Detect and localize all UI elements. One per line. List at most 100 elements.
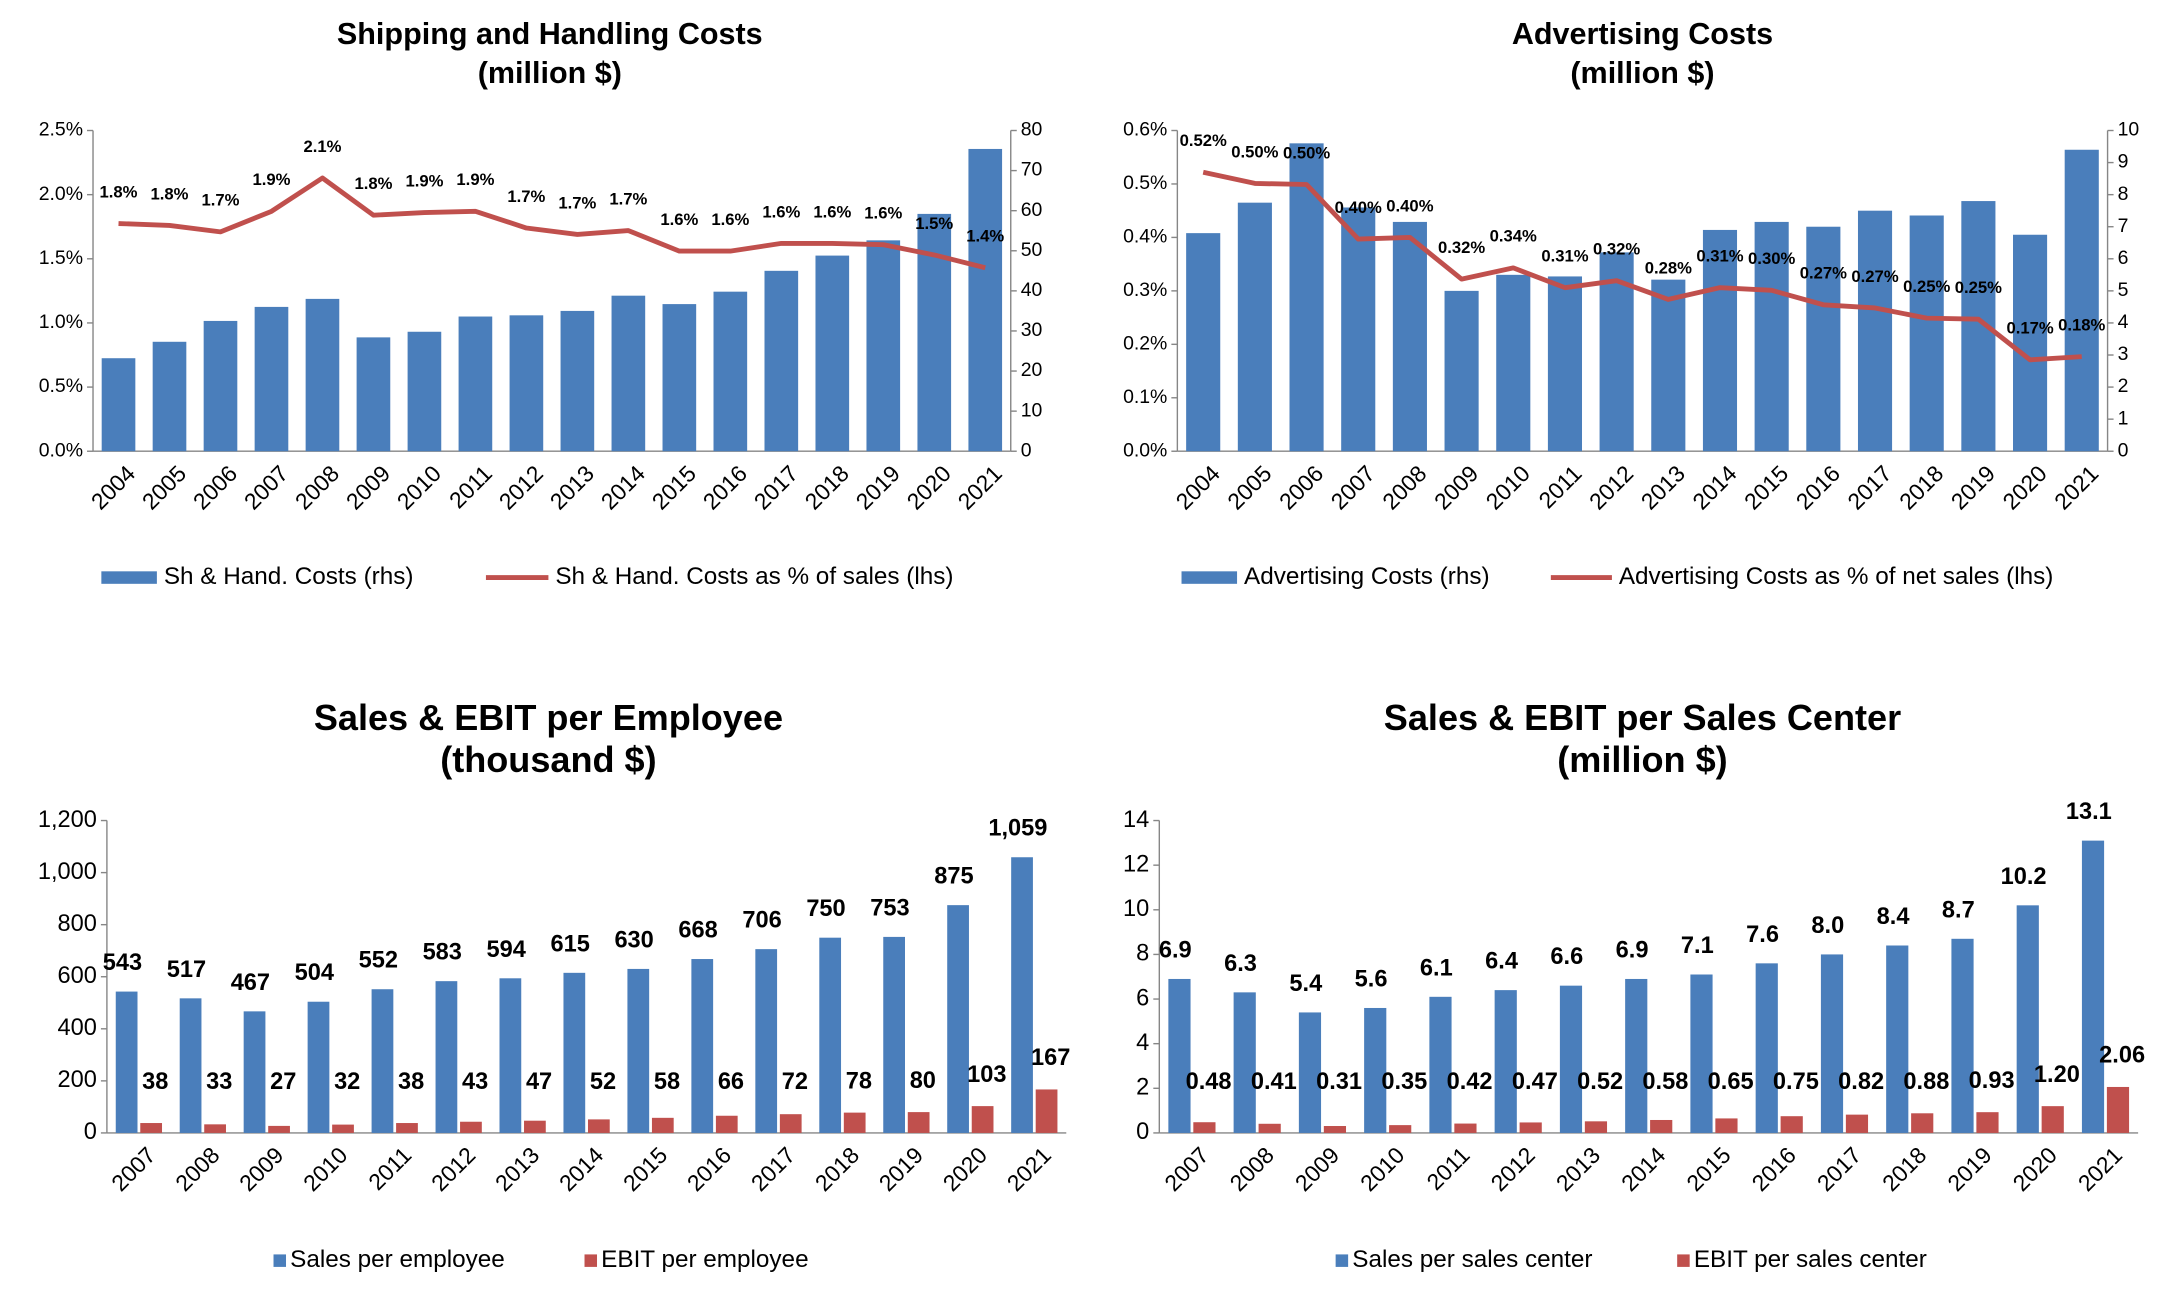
bar: [587, 1119, 610, 1133]
bar: [1237, 202, 1272, 452]
y2-tick-label: 3: [2118, 343, 2129, 365]
legend-label: Sales per sales center: [1352, 1246, 1592, 1273]
x-tick-label: 2011: [1421, 1142, 1474, 1195]
x-tick-label: 2005: [1222, 460, 1276, 514]
value-label: 1.5%: [915, 214, 953, 233]
value-label: 0.50%: [1283, 143, 1330, 162]
value-label: 103: [967, 1062, 1006, 1088]
x-tick-label: 2014: [554, 1142, 609, 1197]
y2-tick-label: 50: [1021, 239, 1043, 261]
value-label: 2.1%: [303, 137, 341, 156]
x-tick-label: 2007: [106, 1142, 160, 1196]
bar: [243, 1011, 266, 1133]
x-tick-label: 2009: [1429, 460, 1483, 514]
bar: [1444, 290, 1479, 452]
bar: [101, 358, 136, 452]
value-label: 0.65: [1708, 1069, 1754, 1095]
bar: [254, 306, 289, 452]
y-tick-label: 0.6%: [1123, 119, 1167, 141]
x-tick-label: 2015: [647, 460, 701, 514]
bar: [1780, 1116, 1803, 1133]
x-tick-label: 2006: [1274, 460, 1328, 514]
bar: [715, 1115, 738, 1133]
value-label: 0.34%: [1490, 227, 1537, 246]
x-tick-label: 2019: [1946, 460, 2000, 514]
x-tick-label: 2017: [746, 1142, 800, 1196]
y-tick-label: 2.0%: [39, 183, 83, 205]
y2-tick-label: 1: [2118, 407, 2129, 429]
bar: [2081, 840, 2105, 1133]
y-tick-label: 8: [1136, 941, 1149, 967]
y2-tick-label: 10: [2118, 119, 2140, 141]
bar: [560, 310, 595, 452]
bar: [1584, 1121, 1608, 1133]
bar: [713, 291, 748, 452]
value-label: 80: [910, 1068, 936, 1094]
bar: [1845, 1114, 1869, 1133]
bar: [1755, 963, 1778, 1133]
value-label: 543: [103, 950, 142, 976]
bar: [1911, 1113, 1934, 1133]
x-tick-label: 2017: [749, 460, 803, 514]
x-tick-label: 2021: [2049, 460, 2103, 514]
value-label: 8.0: [1811, 913, 1844, 939]
value-label: 27: [270, 1069, 296, 1095]
value-label: 66: [718, 1069, 744, 1095]
x-tick-label: 2020: [938, 1142, 992, 1196]
bar: [1186, 233, 1221, 452]
x-tick-label: 2020: [2008, 1142, 2062, 1196]
value-label: 1.6%: [813, 202, 851, 221]
bar: [1193, 1122, 1216, 1133]
bar: [1035, 1089, 1058, 1133]
bar: [1011, 857, 1033, 1133]
value-label: 0.31%: [1696, 247, 1743, 266]
bar: [883, 936, 906, 1133]
bar: [1909, 215, 1944, 452]
legend-label: Advertising Costs (rhs): [1244, 563, 1490, 590]
bar: [691, 959, 714, 1133]
bar: [305, 298, 340, 452]
value-label: 630: [614, 927, 653, 953]
value-label: 33: [206, 1069, 232, 1095]
value-label: 0.47: [1512, 1069, 1558, 1095]
bar: [1289, 143, 1324, 452]
y2-tick-label: 9: [2118, 151, 2129, 173]
value-label: 7.6: [1746, 922, 1779, 948]
y-tick-label: 1,200: [38, 807, 97, 833]
bar: [268, 1125, 290, 1133]
value-label: 8.4: [1877, 904, 1910, 930]
value-label: 0.17%: [2006, 319, 2053, 338]
x-tick-label: 2007: [239, 460, 293, 514]
value-label: 7.1: [1681, 933, 1714, 959]
value-label: 0.18%: [2058, 315, 2105, 334]
value-label: 1.7%: [558, 193, 596, 212]
x-tick-label: 2021: [1002, 1142, 1056, 1196]
x-tick-label: 2004: [1170, 460, 1225, 515]
value-label: 72: [782, 1069, 808, 1095]
chart-subtitle: (million $): [478, 56, 622, 90]
y-tick-label: 600: [58, 963, 97, 989]
value-label: 5.6: [1355, 966, 1388, 992]
x-tick-label: 2012: [1584, 460, 1638, 514]
x-tick-label: 2018: [1894, 460, 1948, 514]
legend-marker: [273, 1254, 287, 1267]
x-tick-label: 2019: [1942, 1142, 1996, 1196]
value-label: 1.6%: [660, 210, 698, 229]
line: [118, 175, 986, 271]
x-tick-label: 2011: [363, 1142, 416, 1195]
x-tick-label: 2013: [1636, 460, 1690, 514]
legend-label: EBIT per employee: [601, 1246, 808, 1273]
value-label: 467: [231, 970, 270, 996]
bar: [152, 341, 187, 452]
legend-marker: [1677, 1254, 1690, 1267]
y-tick-label: 0: [1136, 1119, 1149, 1145]
value-label: 0.25%: [1903, 277, 1950, 296]
y2-tick-label: 10: [1021, 399, 1043, 421]
value-label: 58: [654, 1069, 680, 1095]
y-tick-label: 800: [58, 911, 97, 937]
x-tick-label: 2015: [618, 1142, 672, 1196]
bar: [1392, 221, 1427, 452]
bar: [307, 1001, 330, 1133]
y-tick-label: 1.0%: [39, 311, 83, 333]
bar: [332, 1124, 354, 1133]
